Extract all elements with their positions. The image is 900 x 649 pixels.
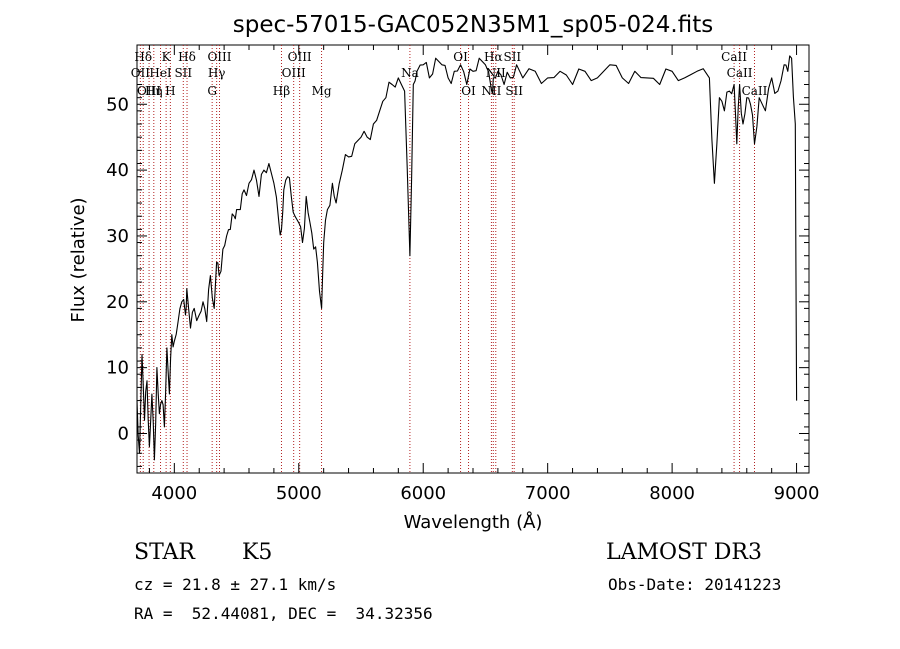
object-class: STAR [134, 540, 195, 565]
x-tick-label-4: 8000 [649, 483, 695, 504]
reference-label-bottom-row-8: SII [505, 84, 523, 98]
x-tick-label-2: 6000 [400, 483, 446, 504]
coordinates: RA = 52.44081, DEC = 34.32356 [134, 604, 433, 623]
y-tick-label-0: 0 [118, 423, 129, 444]
reference-label-top-row-0: Hδ [134, 50, 152, 64]
x-tick-label-1: 5000 [276, 483, 322, 504]
y-tick-label-5: 50 [106, 94, 129, 115]
reference-label-top-row-5: OI [453, 50, 468, 64]
reference-label-middle-row-3: Hγ [208, 66, 226, 80]
reference-label-top-row-3: OIII [207, 50, 231, 64]
y-axis-label: Flux (relative) [68, 197, 89, 322]
reference-label-bottom-row-0: OIII [137, 84, 161, 98]
plot-frame [136, 44, 810, 474]
chart-title: spec-57015-GAC052N35M1_sp05-024.fits [233, 12, 713, 38]
series-line-flux [136, 55, 798, 461]
reference-label-top-row-2: Hδ [178, 50, 196, 64]
axis-ticks: 4000 5000 6000 7000 8000 9000 0 10 20 30 40 50 [106, 45, 819, 504]
reference-label-bottom-row-3: G [207, 84, 217, 98]
reference-label-middle-row-6: NII [486, 66, 506, 80]
reference-label-bottom-row-5: Mg [312, 84, 332, 98]
reference-label-bottom-row-9: CaII [742, 84, 768, 98]
subclass: K5 [242, 540, 273, 565]
reference-lines [139, 45, 755, 473]
reference-label-top-row-8: CaII [721, 50, 747, 64]
reference-label-middle-row-4: OIII [282, 66, 306, 80]
reference-label-bottom-row-2: H [165, 84, 175, 98]
survey-name: LAMOST DR3 [606, 540, 762, 565]
reference-label-middle-row-0: OII [131, 66, 151, 80]
y-tick-label-2: 20 [106, 292, 129, 313]
x-tick-label-0: 4000 [151, 483, 197, 504]
reference-label-middle-row-2: SII [174, 66, 192, 80]
y-tick-label-4: 40 [106, 160, 129, 181]
reference-label-bottom-row-6: OI [461, 84, 476, 98]
reference-label-middle-row-5: Na [401, 66, 419, 80]
reference-label-top-row-6: Hα [484, 50, 503, 64]
reference-label-bottom-row-7: NII [481, 84, 501, 98]
reference-label-bottom-row-1: Hη [145, 84, 163, 98]
reference-label-middle-row-7: CaII [727, 66, 753, 80]
reference-label-middle-row-1: HeI [149, 66, 172, 80]
x-tick-label-5: 9000 [774, 483, 820, 504]
reference-label-top-row-7: SII [503, 50, 521, 64]
reference-label-bottom-row-4: Hβ [273, 84, 290, 98]
y-tick-label-3: 30 [106, 226, 129, 247]
redshift-velocity: cz = 21.8 ± 27.1 km/s [134, 575, 337, 594]
reference-label-top-row-1: K [162, 50, 172, 64]
reference-label-top-row-4: OIII [288, 50, 312, 64]
y-tick-label-1: 10 [106, 358, 129, 379]
x-tick-label-3: 7000 [525, 483, 571, 504]
series-layer [136, 55, 798, 461]
observation-date: Obs-Date: 20141223 [608, 575, 782, 594]
x-axis-label: Wavelength (Å) [404, 511, 543, 533]
